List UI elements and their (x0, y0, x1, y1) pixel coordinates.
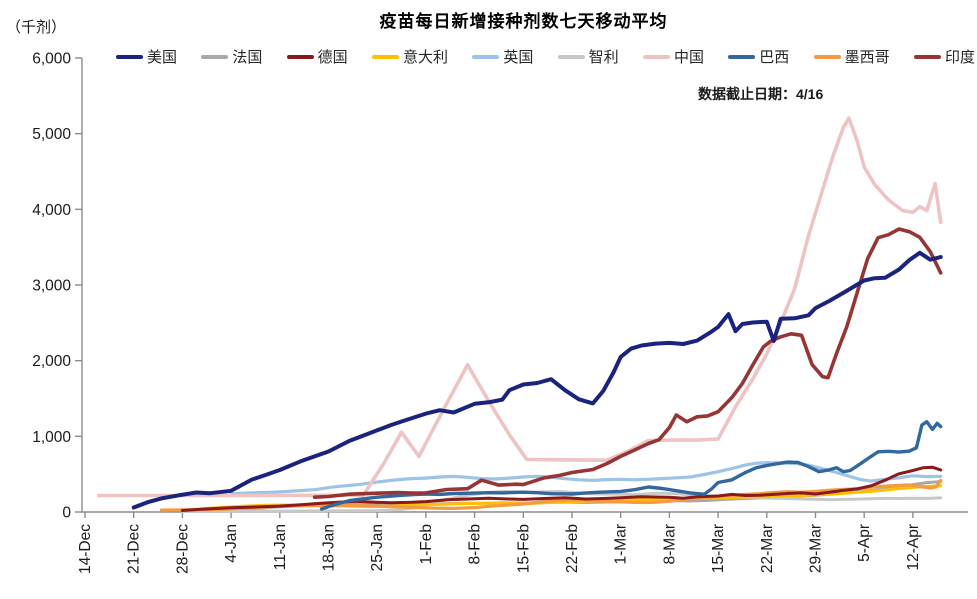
y-tick-label: 5,000 (32, 126, 71, 143)
y-tick-label: 0 (62, 505, 71, 522)
legend-label-india: 印度 (944, 49, 975, 66)
legend-item-mexico: 墨西哥 (813, 46, 890, 67)
y-tick-label: 4,000 (32, 202, 71, 219)
x-tick-label: 1-Feb (418, 524, 435, 565)
series-line-brazil (319, 420, 943, 511)
legend-label-us: 美国 (147, 49, 178, 66)
x-tick-label: 14-Dec (77, 524, 94, 574)
legend-label-mexico: 墨西哥 (844, 49, 890, 66)
x-tick-label: 11-Jan (272, 524, 289, 570)
x-tick-label: 8-Mar (661, 524, 678, 564)
axis-lines (81, 58, 968, 513)
legend-label-china: 中国 (673, 49, 704, 66)
legend-swatch-uk (472, 54, 500, 59)
series-line-india (312, 227, 943, 500)
legend-swatch-italy (371, 54, 399, 59)
legend-label-germany: 德国 (317, 49, 348, 66)
legend-label-france: 法国 (232, 49, 263, 66)
y-axis-unit-label: （千剂） (6, 19, 67, 36)
x-tick-label: 21-Dec (126, 524, 143, 574)
x-tick-label: 29-Mar (807, 524, 824, 573)
legend-swatch-india (913, 54, 941, 59)
x-tick-label: 8-Feb (467, 524, 484, 565)
legend-swatch-china (642, 54, 670, 59)
legend-swatch-mexico (813, 54, 841, 59)
legend-item-chile: 智利 (557, 46, 619, 67)
x-tick-label: 12-Apr (905, 524, 922, 571)
legend-swatch-chile (557, 54, 585, 59)
y-tick-label: 3,000 (32, 278, 71, 295)
legend-label-brazil: 巴西 (759, 49, 790, 66)
x-tick-label: 1-Mar (613, 524, 630, 564)
series-line-uk (229, 461, 943, 496)
series-line-us (131, 250, 943, 510)
legend-item-germany: 德国 (286, 46, 348, 67)
legend-item-brazil: 巴西 (728, 46, 789, 67)
x-tick-label: 18-Jan (320, 524, 337, 571)
legend-label-uk: 英国 (503, 49, 534, 66)
legend-item-us: 美国 (116, 46, 177, 67)
legend-item-india: 印度 (913, 46, 975, 67)
legend-swatch-us (116, 54, 143, 59)
chart-legend: 美国 法国 德国 意大利 英国 智利 中国 巴西 墨西哥 印度 (116, 46, 975, 67)
legend-item-uk: 英国 (472, 46, 533, 67)
legend-swatch-brazil (728, 54, 756, 59)
legend-label-chile: 智利 (588, 49, 619, 66)
chart-title: 疫苗每日新增接种剂数七天移动平均 (379, 12, 668, 31)
x-tick-label: 22-Feb (564, 524, 581, 573)
x-tick-label: 15-Mar (710, 524, 727, 573)
y-tick-label: 6,000 (32, 51, 71, 68)
y-tick-label: 1,000 (32, 429, 71, 446)
x-tick-label: 28-Dec (174, 524, 191, 574)
legend-item-france: 法国 (201, 46, 262, 67)
legend-swatch-germany (286, 54, 314, 59)
x-tick-label: 22-Mar (759, 524, 776, 573)
legend-item-italy: 意大利 (371, 46, 448, 67)
x-tick-label: 25-Jan (369, 524, 386, 571)
x-tick-label: 15-Feb (515, 524, 532, 573)
y-tick-label: 2,000 (32, 353, 71, 370)
series-line-china (97, 116, 943, 498)
x-tick-label: 5-Apr (856, 524, 873, 562)
data-cutoff-annotation: 数据截止日期：4/16 (698, 86, 824, 102)
legend-label-italy: 意大利 (402, 49, 448, 66)
legend-swatch-france (201, 54, 229, 59)
legend-item-china: 中国 (642, 46, 704, 67)
x-tick-label: 4-Jan (223, 524, 240, 563)
